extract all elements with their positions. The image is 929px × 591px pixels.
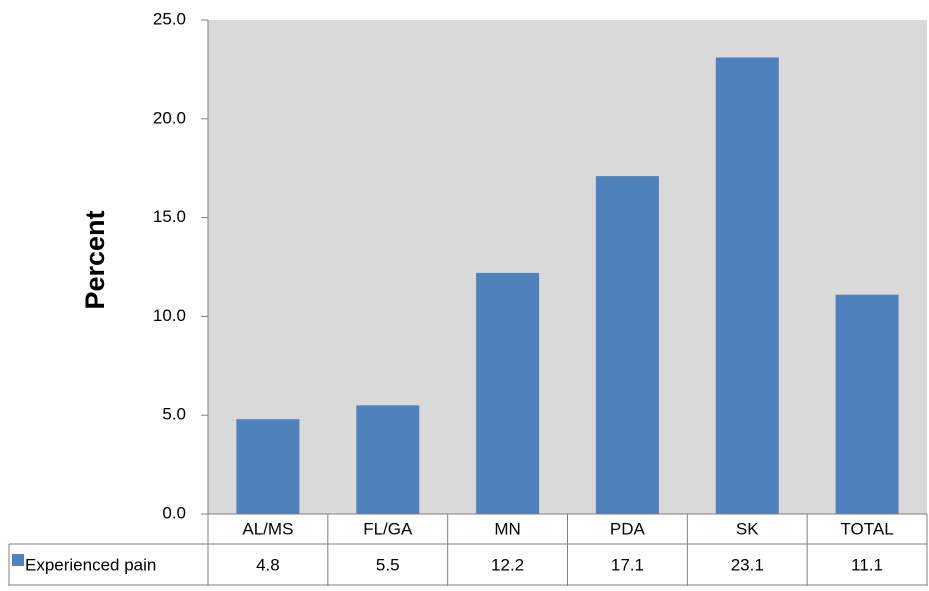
y-tick-label: 20.0	[153, 108, 186, 127]
bars-layer	[236, 57, 899, 514]
y-tick-label: 25.0	[153, 9, 186, 28]
category-label: AL/MS	[242, 519, 293, 538]
y-tick-label: 10.0	[153, 306, 186, 325]
data-value-label: 5.5	[376, 555, 400, 574]
data-table: AL/MS FL/GA MN PDA SK TOTAL 4.8 5.5 12.2 17.1 23.1…	[8, 513, 928, 586]
bar	[236, 419, 300, 514]
category-label: SK	[736, 519, 759, 538]
y-tick-label: 5.0	[162, 405, 186, 424]
data-value-label: 11.1	[851, 555, 883, 574]
bar	[356, 405, 420, 514]
bar	[595, 176, 659, 514]
legend-label: Experienced pain	[25, 555, 156, 574]
y-axis-label: Percent	[80, 210, 110, 309]
plot-area	[208, 20, 927, 514]
axis-layer: 0.0 5.0 10.0 15.0 20.0 25.0	[153, 9, 209, 522]
category-label: TOTAL	[840, 519, 893, 538]
category-label: PDA	[610, 519, 646, 538]
data-value-label: 23.1	[731, 555, 764, 574]
bar	[835, 294, 899, 514]
data-value-label: 12.2	[491, 555, 524, 574]
bar	[715, 57, 779, 514]
data-value-label: 17.1	[611, 555, 644, 574]
y-tick-label: 0.0	[162, 503, 186, 522]
category-label: MN	[494, 519, 520, 538]
legend-swatch	[12, 554, 24, 566]
data-value-label: 4.8	[256, 555, 280, 574]
category-label: FL/GA	[363, 519, 413, 538]
bar	[476, 272, 540, 514]
y-tick-label: 15.0	[153, 207, 186, 226]
